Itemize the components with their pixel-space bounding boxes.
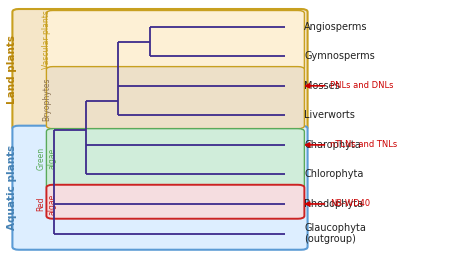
Text: PNLs and DNLs: PNLs and DNLs [306,81,393,90]
Text: Land plants: Land plants [8,35,18,104]
Text: Rhodophyta: Rhodophyta [304,199,364,209]
FancyBboxPatch shape [46,67,304,129]
Text: Gymnosperms: Gymnosperms [304,51,375,61]
Text: Red
algae: Red algae [36,193,56,215]
FancyBboxPatch shape [46,129,304,189]
Text: Bryophytes: Bryophytes [42,77,51,121]
Text: Liverworts: Liverworts [304,110,355,120]
Text: Glaucophyta
(outgroup): Glaucophyta (outgroup) [304,223,366,244]
Text: nTLNs and TNLs: nTLNs and TNLs [306,140,397,149]
Text: Green
algae: Green algae [36,147,56,170]
Text: Charophyta: Charophyta [304,140,361,150]
FancyBboxPatch shape [46,185,304,219]
Text: Angiosperms: Angiosperms [304,22,368,32]
Text: Chlorophyta: Chlorophyta [304,169,364,179]
Text: Mosses: Mosses [304,81,340,91]
FancyBboxPatch shape [12,126,308,250]
Text: Vascular plants: Vascular plants [42,11,51,70]
FancyBboxPatch shape [46,10,304,71]
FancyBboxPatch shape [12,9,308,130]
Text: NB-WD40: NB-WD40 [306,199,370,209]
Text: Aquatic plants: Aquatic plants [8,145,18,230]
